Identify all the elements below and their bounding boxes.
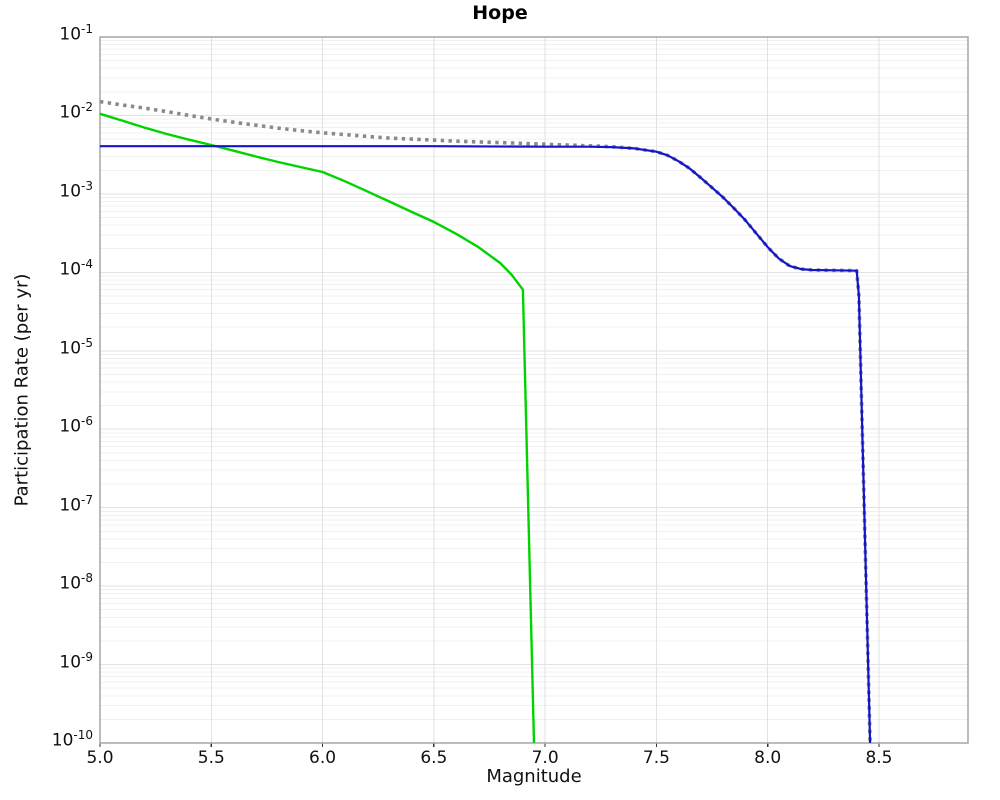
y-tick-base: 10 — [59, 338, 82, 359]
x-tick-label: 6.0 — [309, 748, 337, 768]
x-axis-label: Magnitude — [486, 766, 582, 787]
y-tick-label: 10-4 — [0, 258, 93, 280]
y-tick-base: 10 — [59, 103, 82, 124]
y-tick-base: 10 — [59, 573, 82, 594]
y-tick-base: 10 — [59, 652, 82, 673]
x-tick-label: 5.0 — [86, 748, 114, 768]
x-tick-label: 5.5 — [197, 748, 225, 768]
y-tick-exponent: -9 — [81, 649, 93, 664]
series-green-solid — [99, 112, 536, 744]
x-tick-label: 7.5 — [642, 748, 670, 768]
x-tick-label: 6.5 — [420, 748, 448, 768]
chart-title: Hope — [472, 2, 528, 24]
y-tick-exponent: -7 — [81, 492, 93, 507]
y-tick-exponent: -8 — [81, 571, 93, 586]
y-tick-base: 10 — [59, 259, 82, 280]
y-tick-exponent: -6 — [81, 414, 93, 429]
y-tick-base: 10 — [59, 495, 82, 516]
plot-border — [99, 36, 969, 744]
y-tick-base: 10 — [51, 730, 74, 751]
y-tick-label: 10-5 — [0, 337, 93, 359]
y-tick-label: 10-2 — [0, 101, 93, 123]
y-tick-base: 10 — [59, 24, 82, 45]
y-tick-exponent: -3 — [81, 178, 93, 193]
y-tick-exponent: -4 — [81, 257, 93, 272]
x-tick-label: 8.5 — [865, 748, 893, 768]
y-tick-label: 10-1 — [0, 23, 93, 45]
series-blue-solid — [100, 145, 872, 744]
y-tick-label: 10-8 — [0, 572, 93, 594]
y-tick-label: 10-6 — [0, 415, 93, 437]
y-tick-label: 10-3 — [0, 180, 93, 202]
y-tick-exponent: -1 — [81, 22, 93, 36]
y-tick-base: 10 — [59, 416, 82, 437]
y-tick-label: 10-7 — [0, 494, 93, 516]
x-tick-label: 8.0 — [754, 748, 782, 768]
y-tick-label: 10-9 — [0, 651, 93, 673]
y-tick-exponent: -10 — [73, 728, 93, 742]
x-tick-label: 7.0 — [531, 748, 559, 768]
y-axis-label: Participation Rate (per yr) — [11, 273, 33, 507]
y-tick-label: 10-10 — [0, 729, 93, 751]
y-tick-exponent: -5 — [81, 335, 93, 350]
y-tick-exponent: -2 — [81, 100, 93, 115]
y-tick-base: 10 — [59, 181, 82, 202]
